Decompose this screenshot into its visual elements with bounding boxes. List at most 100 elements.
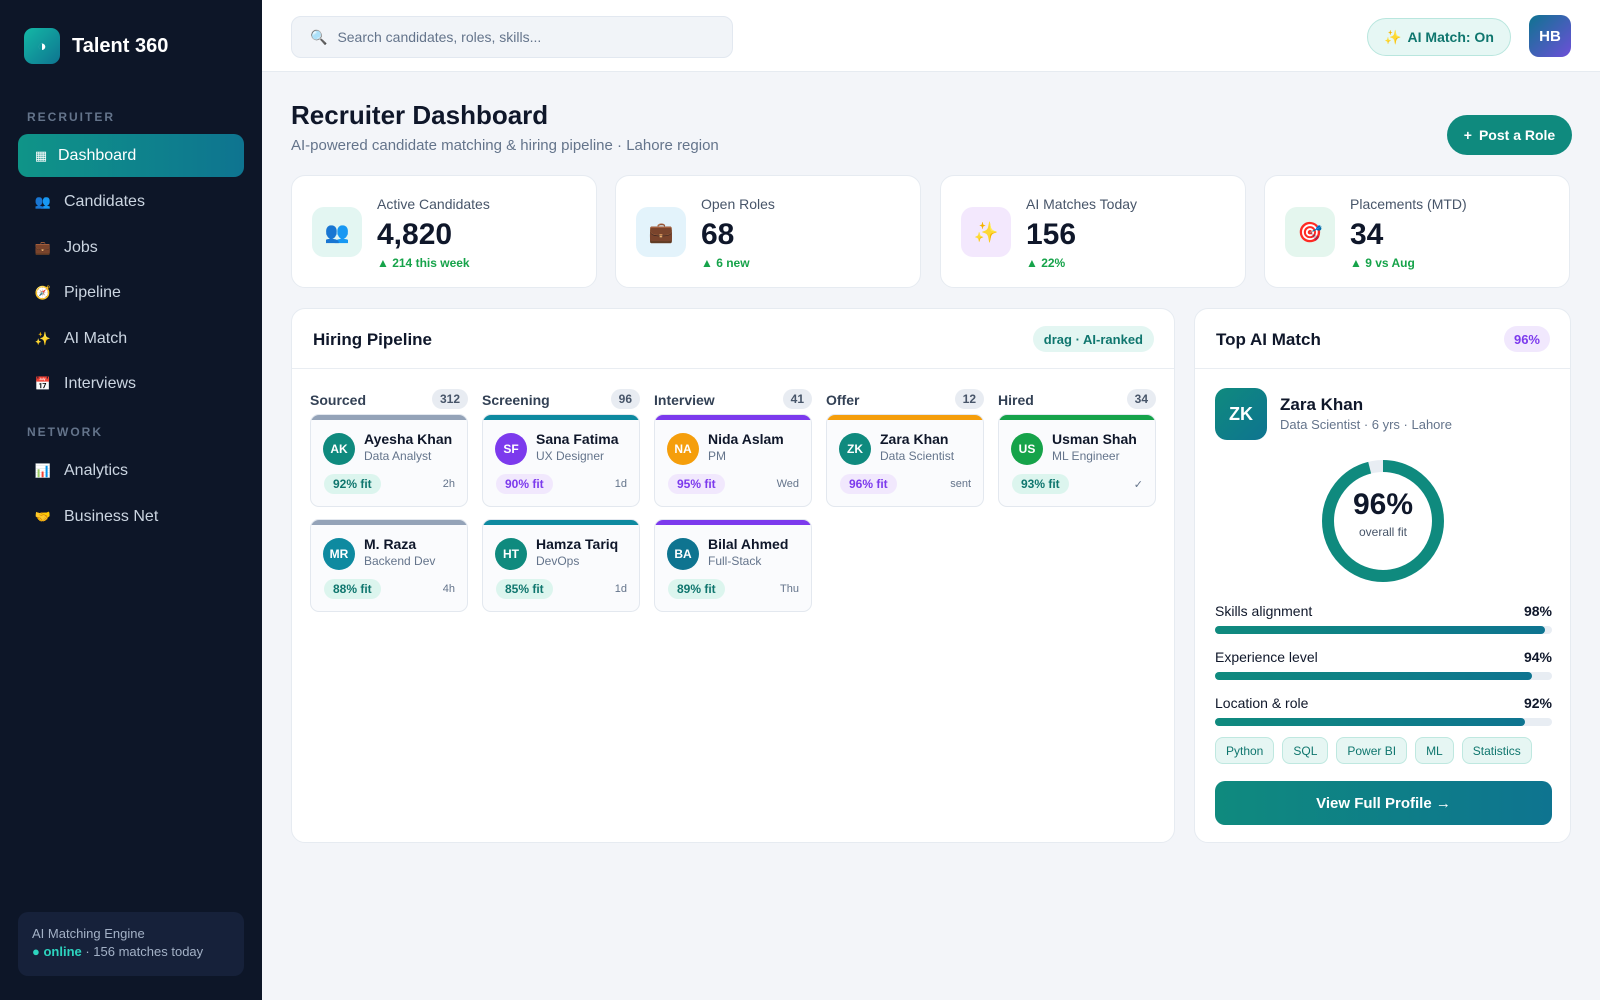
metric-progress-fill <box>1215 718 1526 726</box>
column-count: 12 <box>954 389 984 409</box>
column-title: Hired <box>998 392 1034 408</box>
stage-color-bar <box>827 415 983 420</box>
candidate-card[interactable]: BA Bilal Ahmed Full-Stack 89% fit Thu <box>654 519 812 612</box>
ai-match-toggle-label: AI Match: On <box>1407 29 1494 45</box>
overall-fit-label: overall fit <box>1358 525 1408 539</box>
match-percent-badge: 96% <box>1503 326 1550 352</box>
column-header: Interview 41 <box>654 389 812 411</box>
pipeline-column: Offer 12 ZK Zara Khan Data Scientist 96% fit s… <box>826 389 984 507</box>
metric-label: Location & role <box>1215 695 1309 711</box>
column-title: Interview <box>654 392 715 408</box>
stat-label: Open Roles <box>701 196 775 212</box>
sidebar-item-label: Pipeline <box>64 283 121 301</box>
topbar: 🔍 ✨ AI Match: On HB <box>262 0 1600 72</box>
stage-color-bar <box>999 415 1155 420</box>
sidebar-item-jobs[interactable]: 💼 Jobs <box>18 226 244 269</box>
fit-badge: 85% fit <box>496 579 553 599</box>
post-role-button[interactable]: + Post a Role <box>1447 115 1572 155</box>
candidate-card[interactable]: MR M. Raza Backend Dev 88% fit 4h <box>310 519 468 612</box>
pipeline-column: Hired 34 US Usman Shah ML Engineer 93% fit ✓ <box>998 389 1156 507</box>
plus-icon: + <box>1463 127 1472 143</box>
pipeline-column: Screening 96 SF Sana Fatima UX Designer 90% f… <box>482 389 640 612</box>
stat-delta: ▲ 214 this week <box>377 256 470 270</box>
sidebar-item-business-net[interactable]: 🤝 Business Net <box>18 495 244 538</box>
candidate-card[interactable]: US Usman Shah ML Engineer 93% fit ✓ <box>998 414 1156 507</box>
top-match-header: Top AI Match 96% <box>1195 309 1570 369</box>
candidate-card[interactable]: AK Ayesha Khan Data Analyst 92% fit 2h <box>310 414 468 507</box>
card-timestamp: sent <box>950 478 971 490</box>
nav-section-recruiter: RECRUITER <box>27 110 116 124</box>
candidate-name: Ayesha Khan <box>364 431 453 447</box>
nav-section-network: NETWORK <box>27 425 103 439</box>
avatar: BA <box>667 538 699 570</box>
search-box[interactable]: 🔍 <box>291 16 733 58</box>
card-timestamp: Wed <box>776 478 799 490</box>
overall-fit-ring: 96% overall fit <box>1320 458 1446 584</box>
sidebar-item-dashboard[interactable]: ▦ Dashboard <box>18 134 244 177</box>
user-avatar[interactable]: HB <box>1529 15 1571 57</box>
stat-value: 34 <box>1350 218 1384 251</box>
metric-progress-track <box>1215 672 1552 680</box>
sidebar-item-interviews[interactable]: 📅 Interviews <box>18 362 244 405</box>
sidebar-item-candidates[interactable]: 👥 Candidates <box>18 180 244 223</box>
candidate-name: Bilal Ahmed <box>708 536 789 552</box>
candidate-name: Usman Shah <box>1052 431 1137 447</box>
sparkles-icon: ✨ <box>34 330 52 346</box>
stat-card: 💼 Open Roles 68 ▲ 6 new <box>615 175 921 288</box>
search-input[interactable] <box>337 29 718 45</box>
candidate-role: UX Designer <box>536 449 605 463</box>
column-count: 96 <box>610 389 640 409</box>
engine-detail: · 156 matches today <box>81 944 204 959</box>
stat-value: 4,820 <box>377 218 453 251</box>
avatar: HT <box>495 538 527 570</box>
metric-progress-track <box>1215 626 1552 634</box>
sparkles-icon: ✨ <box>1384 28 1402 45</box>
skill-tag: Power BI <box>1336 737 1408 764</box>
fit-badge: 93% fit <box>1012 474 1069 494</box>
candidate-card[interactable]: ZK Zara Khan Data Scientist 96% fit sent <box>826 414 984 507</box>
post-role-label: Post a Role <box>1478 127 1556 143</box>
sidebar-item-analytics[interactable]: 📊 Analytics <box>18 449 244 492</box>
top-match-title: Top AI Match <box>1216 330 1321 349</box>
brand[interactable]: ◑ Talent 360 <box>24 28 168 64</box>
people-icon: 👥 <box>312 207 362 257</box>
candidate-role: Backend Dev <box>364 554 436 568</box>
card-timestamp: 2h <box>442 478 455 490</box>
skill-tags: Python SQL Power BI ML Statistics <box>1215 737 1532 764</box>
fit-metric: Skills alignment 98% <box>1215 603 1552 634</box>
candidate-card[interactable]: SF Sana Fatima UX Designer 90% fit 1d <box>482 414 640 507</box>
sparkles-icon: ✨ <box>961 207 1011 257</box>
engine-status-card: AI Matching Engine ● online · 156 matche… <box>18 912 244 976</box>
candidate-name: Nida Aslam <box>708 431 784 447</box>
column-title: Sourced <box>310 392 367 408</box>
ring-fill <box>1322 460 1444 582</box>
candidate-subtitle: Data Scientist · 6 yrs · Lahore <box>1280 417 1452 432</box>
top-match-panel: Top AI Match 96% ZK Zara Khan Data Scien… <box>1194 308 1571 843</box>
candidate-name: Sana Fatima <box>536 431 619 447</box>
candidate-card[interactable]: NA Nida Aslam PM 95% fit Wed <box>654 414 812 507</box>
candidate-name: Zara Khan <box>1280 395 1364 414</box>
sidebar-item-label: Jobs <box>64 238 98 256</box>
fit-badge: 88% fit <box>324 579 381 599</box>
ai-match-toggle[interactable]: ✨ AI Match: On <box>1367 18 1511 56</box>
stage-color-bar <box>655 415 811 420</box>
people-icon: 👥 <box>34 193 52 209</box>
sidebar-item-pipeline[interactable]: 🧭 Pipeline <box>18 271 244 314</box>
compass-icon: 🧭 <box>34 284 52 300</box>
pipeline-title: Hiring Pipeline <box>313 330 433 349</box>
view-full-profile-button[interactable]: View Full Profile → <box>1215 781 1552 825</box>
online-indicator: ● online <box>32 944 82 959</box>
skill-tag: Python <box>1215 737 1275 764</box>
stage-color-bar <box>311 415 467 420</box>
sidebar-item-ai-match[interactable]: ✨ AI Match <box>18 317 244 360</box>
sidebar: ◑ Talent 360 RECRUITER ▦ Dashboard 👥 Can… <box>0 0 262 1000</box>
avatar: US <box>1011 433 1043 465</box>
sidebar-item-label: Interviews <box>64 374 137 392</box>
candidate-card[interactable]: HT Hamza Tariq DevOps 85% fit 1d <box>482 519 640 612</box>
candidate-name: M. Raza <box>364 536 417 552</box>
stat-card: 🎯 Placements (MTD) 34 ▲ 9 vs Aug <box>1264 175 1570 288</box>
sidebar-item-label: Analytics <box>64 461 129 479</box>
column-header: Sourced 312 <box>310 389 468 411</box>
fit-badge: 96% fit <box>840 474 897 494</box>
metric-value: 98% <box>1523 603 1552 619</box>
